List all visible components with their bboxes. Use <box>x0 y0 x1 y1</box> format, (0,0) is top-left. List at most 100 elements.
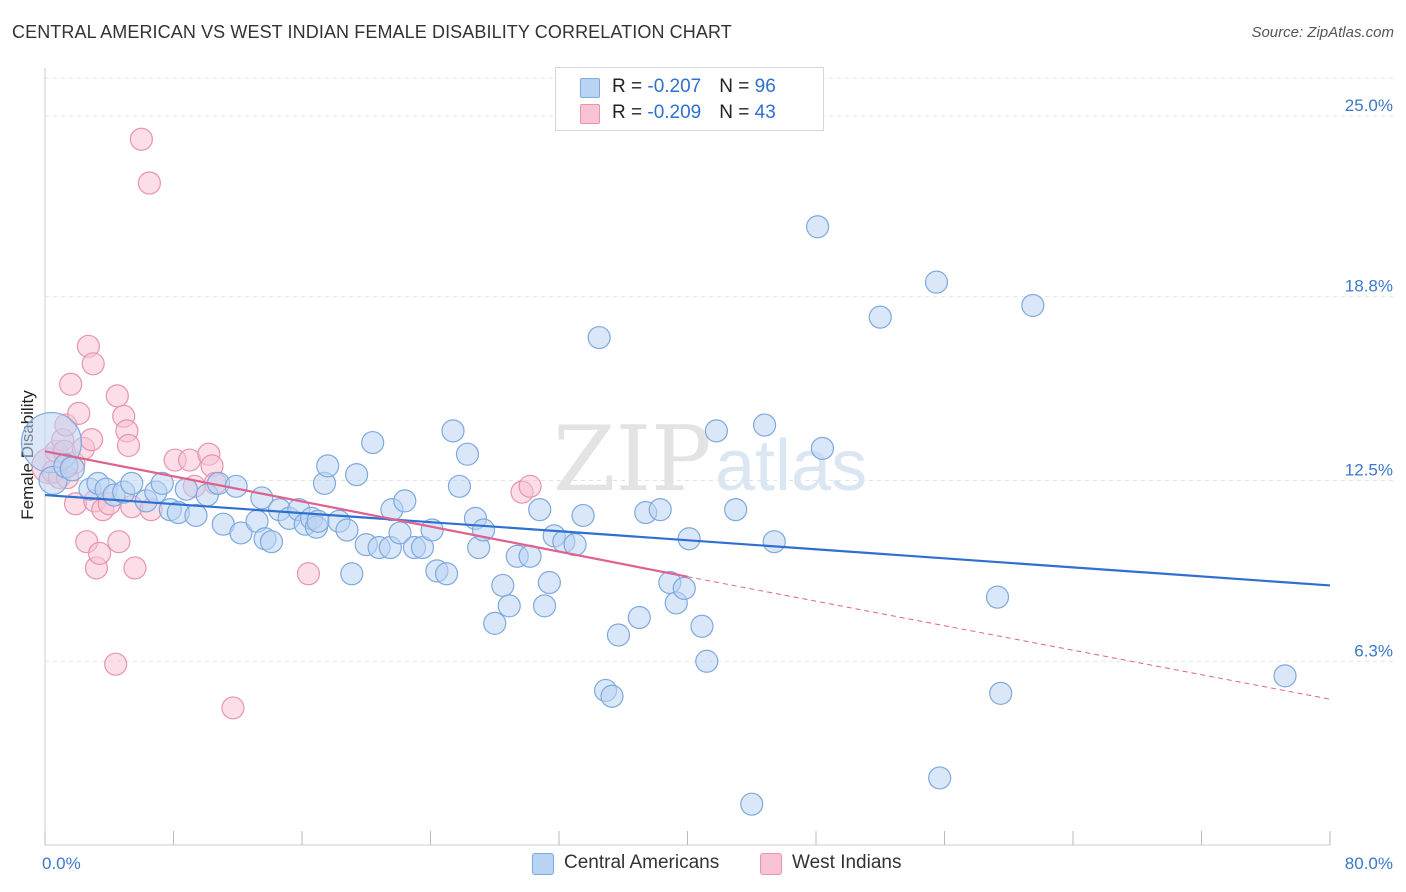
bottom-legend-label: Central Americans <box>564 852 720 873</box>
legend-n-label: N = <box>719 102 755 123</box>
legend-r-label: R = <box>612 102 648 123</box>
point-central-americans <box>571 503 595 528</box>
point-central-americans <box>532 594 557 618</box>
point-central-americans <box>600 684 624 708</box>
point-central-americans <box>672 576 696 600</box>
trend-line-west-indians <box>44 450 688 578</box>
source-label: Source: ZipAtlas.com <box>1251 24 1394 41</box>
legend-text: R = -0.207 N = 96 <box>612 76 776 98</box>
point-west-indians <box>123 556 147 580</box>
point-central-americans <box>989 681 1013 705</box>
point-west-indians <box>296 562 321 586</box>
x-tick-label: 80.0% <box>1345 854 1393 873</box>
point-central-americans <box>434 562 459 586</box>
series-central-americans <box>20 215 1297 816</box>
legend-r-value: -0.209 <box>647 102 702 123</box>
watermark: ZIP atlas <box>553 407 867 512</box>
point-west-indians <box>88 541 112 565</box>
point-central-americans <box>806 215 830 239</box>
point-west-indians <box>107 530 131 554</box>
y-tick-label: 6.3% <box>1354 641 1393 660</box>
legend-r-value: -0.207 <box>647 76 702 97</box>
point-central-americans <box>740 792 764 816</box>
x-tick-label: 0.0% <box>42 854 81 873</box>
point-central-americans <box>150 471 174 495</box>
bottom-legend-label: West Indians <box>792 852 902 873</box>
point-central-americans <box>410 535 435 560</box>
watermark-zip: ZIP <box>553 407 712 512</box>
point-central-americans <box>587 325 611 350</box>
point-central-americans <box>388 521 412 545</box>
y-tick-label: 25.0% <box>1345 96 1393 115</box>
point-central-americans <box>928 766 952 790</box>
point-west-indians <box>59 372 83 396</box>
bottom-legend-swatch-blue <box>532 853 554 875</box>
point-central-americans <box>924 270 949 294</box>
point-central-americans <box>627 605 651 630</box>
point-central-americans <box>810 436 835 460</box>
correlation-legend: R = -0.207 N = 96 R = -0.209 N = 43 <box>555 67 824 131</box>
y-tick-labels: 6.3% 12.5% 18.8% 25.0% <box>1345 96 1393 660</box>
legend-n-label: N = <box>719 76 755 97</box>
point-west-indians <box>67 401 91 425</box>
legend-r-label: R = <box>612 76 648 97</box>
point-west-indians <box>116 433 141 458</box>
point-west-indians <box>105 384 129 408</box>
point-central-americans <box>762 530 786 554</box>
point-central-americans <box>1021 293 1045 318</box>
point-west-indians <box>518 474 542 498</box>
series-west-indians <box>31 127 542 720</box>
point-west-indians <box>137 171 162 195</box>
point-central-americans <box>184 503 208 528</box>
legend-n-value: 96 <box>754 76 776 97</box>
trend-line-central-americans <box>44 493 1331 587</box>
point-central-americans <box>985 585 1010 609</box>
grid-lines <box>45 77 1395 662</box>
point-central-americans <box>752 413 777 437</box>
point-west-indians <box>81 352 105 376</box>
point-central-americans <box>59 456 85 482</box>
point-central-americans <box>361 430 385 455</box>
point-central-americans <box>229 521 253 545</box>
legend-swatch-pink <box>580 104 600 124</box>
point-central-americans <box>441 419 465 443</box>
point-central-americans <box>316 454 340 478</box>
legend-n-value: 43 <box>754 102 776 123</box>
point-west-indians <box>129 127 153 151</box>
bottom-legend-swatch-pink <box>760 853 782 875</box>
point-central-americans <box>345 463 369 487</box>
point-central-americans <box>497 594 521 618</box>
point-central-americans <box>1273 664 1297 688</box>
point-central-americans <box>606 623 631 647</box>
point-central-americans <box>491 573 515 598</box>
point-west-indians <box>177 448 202 472</box>
point-central-americans <box>393 489 417 513</box>
point-west-indians <box>79 428 104 452</box>
watermark-atlas: atlas <box>715 426 867 506</box>
point-central-americans <box>868 305 892 329</box>
point-central-americans <box>704 419 729 443</box>
point-west-indians <box>221 696 245 720</box>
y-tick-label: 18.8% <box>1345 277 1393 296</box>
point-central-americans <box>340 562 364 586</box>
trend-lines <box>44 450 1331 700</box>
point-central-americans <box>483 611 507 635</box>
point-central-americans <box>537 570 561 595</box>
point-central-americans <box>259 530 284 554</box>
point-central-americans <box>690 614 714 638</box>
point-central-americans <box>724 498 748 522</box>
point-central-americans <box>174 477 198 501</box>
legend-swatch-blue <box>580 78 600 98</box>
legend-text: R = -0.209 N = 43 <box>612 102 776 124</box>
point-west-indians <box>104 652 128 676</box>
point-central-americans <box>120 471 144 495</box>
point-central-americans <box>335 518 359 542</box>
point-central-americans <box>528 498 552 522</box>
point-central-americans <box>447 474 472 498</box>
chart-title: CENTRAL AMERICAN VS WEST INDIAN FEMALE D… <box>12 22 732 42</box>
x-tick-labels: 0.0% 80.0% <box>42 854 1393 873</box>
point-central-americans <box>455 442 480 466</box>
point-central-americans <box>648 498 672 522</box>
y-tick-label: 12.5% <box>1345 460 1393 479</box>
